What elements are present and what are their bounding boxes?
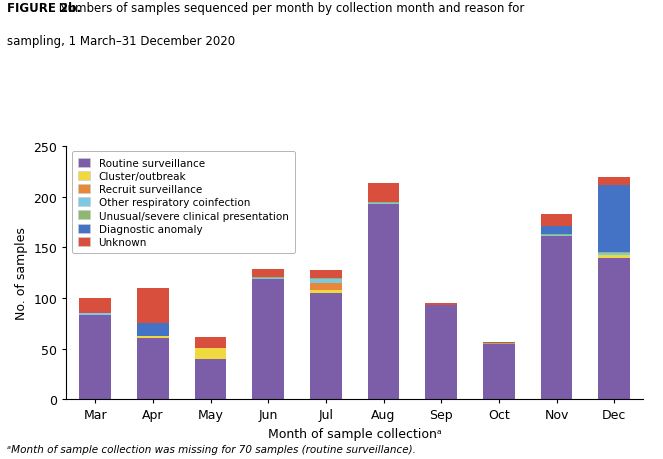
Bar	[541, 237, 572, 399]
Bar	[599, 258, 630, 399]
Bar	[310, 293, 341, 399]
Bar	[368, 183, 399, 202]
Bar	[253, 278, 284, 279]
Text: FIGURE 2b.: FIGURE 2b.	[7, 2, 81, 15]
Bar	[195, 348, 226, 359]
Y-axis label: No. of samples: No. of samples	[15, 227, 28, 319]
Text: ᵃMonth of sample collection was missing for 70 samples (routine surveillance).: ᵃMonth of sample collection was missing …	[7, 444, 416, 454]
Text: Numbers of samples sequenced per month by collection month and reason for: Numbers of samples sequenced per month b…	[55, 2, 524, 15]
Bar	[541, 236, 572, 237]
Bar	[195, 359, 226, 399]
Bar	[310, 278, 341, 279]
Bar	[426, 305, 457, 399]
Bar	[137, 324, 168, 337]
Bar	[253, 279, 284, 399]
Bar	[80, 298, 111, 313]
Bar	[599, 256, 630, 258]
Bar	[310, 270, 341, 278]
Legend: Routine surveillance, Cluster/outbreak, Recruit surveillance, Other respiratory : Routine surveillance, Cluster/outbreak, …	[72, 152, 295, 254]
Bar	[483, 344, 514, 399]
Bar	[80, 313, 111, 315]
Bar	[310, 290, 341, 293]
Bar	[541, 235, 572, 236]
Bar	[253, 277, 284, 278]
Bar	[599, 254, 630, 256]
Bar	[599, 177, 630, 185]
X-axis label: Month of sample collectionᵃ: Month of sample collectionᵃ	[268, 427, 442, 440]
Bar	[80, 315, 111, 399]
Bar	[541, 214, 572, 227]
Bar	[541, 227, 572, 235]
Bar	[426, 303, 457, 305]
Bar	[483, 343, 514, 344]
Bar	[253, 269, 284, 277]
Bar	[599, 253, 630, 254]
Bar	[368, 204, 399, 399]
Bar	[310, 283, 341, 290]
Bar	[599, 185, 630, 253]
Bar	[310, 279, 341, 283]
Bar	[368, 203, 399, 204]
Bar	[137, 337, 168, 339]
Bar	[195, 338, 226, 348]
Bar	[483, 342, 514, 343]
Text: sampling, 1 March–31 December 2020: sampling, 1 March–31 December 2020	[7, 35, 235, 48]
Bar	[137, 339, 168, 399]
Bar	[137, 288, 168, 324]
Bar	[368, 202, 399, 203]
